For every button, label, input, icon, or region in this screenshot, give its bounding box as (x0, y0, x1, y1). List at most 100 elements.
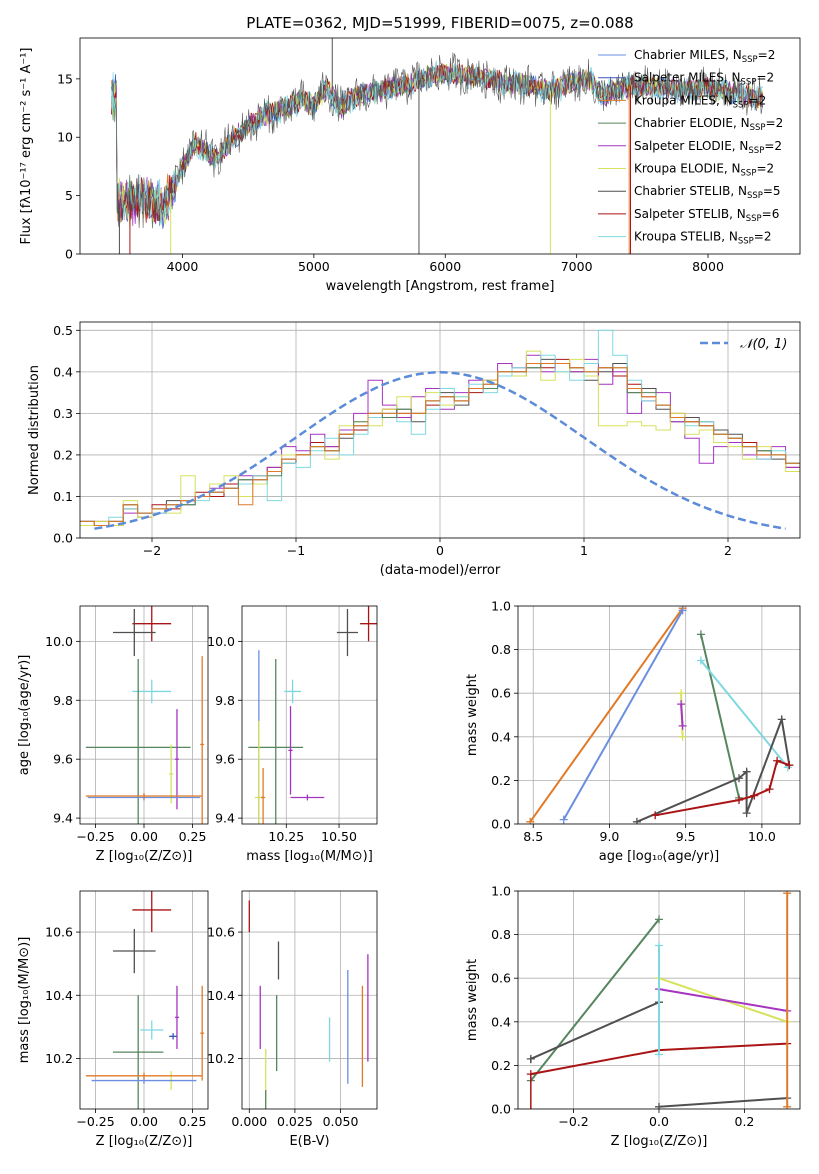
residuals-ytick-label: 0.1 (53, 489, 73, 504)
weight-marker (651, 811, 660, 820)
age-metallicity-xtick-label: 0.00 (130, 829, 158, 844)
weight-series (526, 606, 687, 824)
weight-marker (785, 761, 794, 770)
mass-ebv-panel: 0.000 0.025 0.050 10.2 10.4 10.6 E(B-V) (207, 890, 378, 1149)
legend-subscript: SSP (738, 237, 754, 247)
legend-subscript: SSP (750, 123, 766, 133)
age-mass-ytick-label: 9.6 (215, 752, 235, 767)
errorbar-point (248, 659, 304, 824)
weight-metallicity-plot-area (518, 891, 800, 1109)
weight-marker (678, 732, 687, 741)
weight-metallicity-panel: −0.2 0.0 0.2 0.0 0.2 0.4 0.6 0.8 1.0 Z [log₁₀(Z/Z… (465, 884, 801, 1149)
legend-subscript: SSP (741, 169, 757, 179)
residuals-xtick-label: −1 (287, 543, 305, 558)
weight-series (655, 1094, 792, 1109)
weight-metallicity-ytick-label: 0.6 (491, 971, 511, 986)
age-mass-ytick-label: 10.0 (207, 634, 235, 649)
errorbar-point (336, 608, 359, 657)
age-mass-plot-area (242, 606, 377, 824)
errorbar-point (85, 659, 191, 824)
weight-age-ylabel: mass weight (465, 674, 480, 756)
weight-age-xlabel: age [log₁₀(age/yr)] (599, 849, 720, 864)
legend-entry: Kroupa STELIB, NSSP=2 (634, 230, 772, 247)
residuals-ytick-label: 0.2 (53, 447, 73, 462)
weight-age-grid (518, 606, 800, 824)
errorbar-point (112, 608, 156, 657)
spectrum-panel: 4000 5000 6000 7000 8000 0 5 10 15 wavelength [An… (19, 37, 801, 294)
errorbar-point (175, 709, 179, 810)
weight-metallicity-xlabel: Z [log₁₀(Z/Z⊙)] (611, 1134, 708, 1149)
age-metallicity-frame (79, 605, 209, 825)
histogram-series (80, 329, 800, 526)
weight-marker (696, 656, 705, 665)
residuals-grid (80, 322, 800, 538)
age-mass-ytick-label: 9.4 (215, 811, 235, 826)
spectrum-line (111, 52, 763, 229)
legend-suffix: =2 (749, 93, 767, 107)
weight-age-xtick-label: 9.0 (600, 829, 620, 844)
legend-entry: 𝒩(0, 1) (740, 337, 787, 352)
spectrum-xtick-label: 7000 (561, 259, 593, 274)
legend-entry: Chabrier MILES, NSSP=2 (634, 48, 775, 65)
legend-suffix: =6 (762, 207, 780, 221)
age-metallicity-ylabel: age [log₁₀(age/yr)] (17, 655, 32, 776)
errorbar-point (260, 768, 266, 824)
weight-marker (783, 891, 792, 898)
age-mass-xtick-label: 10.25 (268, 829, 304, 844)
legend-entry: Salpeter ELODIE, NSSP=2 (634, 139, 782, 156)
weight-series (696, 656, 792, 772)
weight-age-ytick-label: 0.0 (491, 817, 511, 832)
spectrum-ytick-label: 10 (57, 130, 73, 145)
spectrum-ylabel: Flux [fλ10⁻¹⁷ erg cm⁻² s⁻¹ A⁻¹] (19, 48, 34, 245)
weight-line (700, 659, 789, 768)
residuals-ytick-label: 0.5 (53, 323, 73, 338)
weight-marker (677, 700, 686, 709)
mass-ebv-ytick-label: 10.4 (207, 988, 235, 1003)
residuals-plot-area (80, 322, 800, 538)
histogram-series (80, 363, 800, 526)
weight-age-ytick-label: 0.6 (491, 686, 511, 701)
weight-age-ytick-label: 0.2 (491, 773, 511, 788)
spectrum-ytick-label: 5 (65, 188, 73, 203)
residuals-frame (79, 321, 801, 539)
legend-suffix: =2 (758, 48, 776, 62)
mass-metallicity-plot-area (80, 891, 208, 1109)
mass-metallicity-xtick-label: 0.25 (179, 1114, 207, 1129)
weight-line (658, 1097, 788, 1108)
legend-suffix: =2 (764, 139, 782, 153)
spectrum-xtick-label: 8000 (692, 259, 724, 274)
weight-series (632, 715, 794, 824)
weight-line (529, 607, 684, 823)
age-metallicity-panel: −0.25 0.00 0.25 9.4 9.6 9.8 10.0 Z [log₁₀(Z/Z⊙)… (17, 605, 209, 864)
weight-metallicity-frame (517, 890, 801, 1110)
weight-metallicity-ytick-label: 1.0 (491, 884, 511, 899)
weight-marker (655, 915, 663, 924)
weight-marker (742, 809, 751, 818)
weight-line (636, 715, 791, 823)
age-metallicity-ytick-label: 9.6 (53, 752, 73, 767)
residuals-xtick-label: 2 (724, 543, 732, 558)
errorbar-point (85, 793, 203, 799)
weight-marker (678, 606, 687, 615)
age-mass-xlabel: mass [log₁₀(M/M⊙)] (246, 849, 373, 864)
mass-ebv-xtick-label: 0.050 (323, 1114, 359, 1129)
weight-marker (783, 1102, 792, 1109)
weight-line (658, 988, 788, 1012)
age-mass-panel: 10.25 10.50 9.4 9.6 9.8 10.0 mass [log₁₀(M/M⊙)… (207, 605, 378, 864)
age-metallicity-xtick-label: 0.25 (179, 829, 207, 844)
errorbar-point (132, 891, 172, 933)
errorbar-point (169, 744, 174, 804)
weight-marker (765, 785, 774, 794)
age-mass-grid (242, 606, 377, 824)
spectrum-ytick-label: 0 (65, 247, 73, 262)
weight-series (651, 756, 794, 820)
weight-line (562, 609, 684, 821)
legend-suffix: =2 (766, 116, 784, 130)
age-metallicity-ytick-label: 9.4 (53, 811, 73, 826)
residuals-ytick-label: 0.3 (53, 406, 73, 421)
mass-ebv-plot-area (242, 891, 377, 1109)
weight-series (559, 606, 687, 824)
age-mass-frame (241, 605, 378, 825)
weight-line (530, 1001, 660, 1060)
